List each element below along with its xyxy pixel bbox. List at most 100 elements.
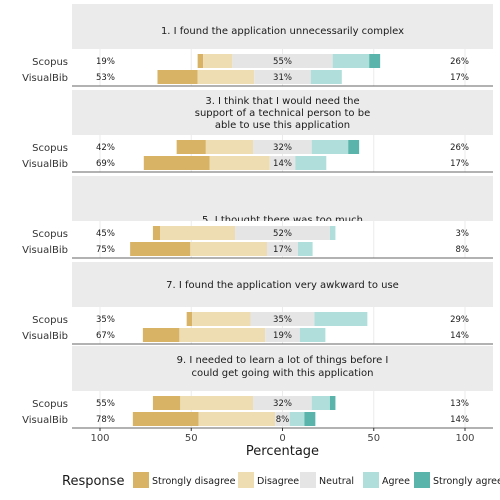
right-percent: 14%: [450, 331, 469, 341]
legend-key: [238, 472, 254, 488]
bar-segment-strongly-agree: [369, 54, 381, 68]
bar-segment-agree: [289, 412, 305, 426]
bar-segment-neutral: [232, 54, 333, 68]
panel-title: 5. I thought there was too much: [202, 215, 363, 226]
legend-label: Strongly agree: [433, 476, 500, 487]
panel-title: 7. I found the application very awkward …: [166, 280, 399, 291]
x-tick-label: 50: [367, 433, 380, 444]
panel-strip: [72, 90, 493, 135]
bar-segment-disagree: [179, 328, 266, 342]
row-label: Scopus: [32, 315, 68, 326]
panel-strip: [72, 346, 493, 391]
right-percent: 17%: [450, 159, 469, 169]
panel-title: support of a technical person to be: [195, 108, 370, 119]
panel-title: could get going with this application: [192, 368, 374, 379]
left-percent: 67%: [96, 331, 115, 341]
bar-segment-neutral: [265, 328, 300, 342]
bar-segment-disagree: [190, 242, 267, 256]
right-percent: 8%: [456, 245, 470, 255]
center-percent: 8%: [276, 415, 290, 425]
legend-key: [414, 472, 430, 488]
row-label: VisualBib: [22, 73, 68, 84]
right-percent: 17%: [450, 73, 469, 83]
legend-key: [363, 472, 379, 488]
right-percent: 26%: [450, 57, 469, 67]
bar-segment-strongly-disagree: [197, 54, 204, 68]
center-percent: 55%: [273, 57, 292, 67]
bar-segment-disagree: [192, 312, 251, 326]
legend-label: Disagree: [257, 476, 299, 487]
bar-segment-strongly-disagree: [176, 140, 206, 154]
bar-segment-strongly-agree: [329, 396, 336, 410]
x-axis-label: Percentage: [246, 444, 319, 459]
bar-segment-strongly-disagree: [152, 226, 161, 240]
left-percent: 45%: [96, 229, 115, 239]
panel-strip: [72, 4, 493, 49]
right-percent: 13%: [450, 399, 469, 409]
row-label: Scopus: [32, 229, 68, 240]
panel-title: 1. I found the application unnecessarily…: [161, 26, 404, 37]
bar-segment-neutral: [253, 396, 312, 410]
bar-segment-agree: [311, 140, 349, 154]
legend-title: Response: [62, 474, 124, 489]
center-percent: 35%: [273, 315, 292, 325]
bar-segment-disagree: [203, 54, 233, 68]
bar-segment-agree: [311, 396, 330, 410]
bar-segment-agree: [295, 156, 327, 170]
left-percent: 78%: [96, 415, 115, 425]
legend-key: [133, 472, 149, 488]
row-label: VisualBib: [22, 331, 68, 342]
bar-segment-agree: [314, 312, 368, 326]
center-percent: 32%: [273, 143, 292, 153]
x-tick-label: 50: [185, 433, 198, 444]
left-percent: 75%: [96, 245, 115, 255]
center-percent: 17%: [273, 245, 292, 255]
panel-title: 9. I needed to learn a lot of things bef…: [177, 355, 389, 366]
left-percent: 19%: [96, 57, 115, 67]
x-tick-label: 0: [279, 433, 285, 444]
row-label: VisualBib: [22, 415, 68, 426]
bar-segment-neutral: [266, 242, 299, 256]
bar-segment-disagree: [160, 226, 236, 240]
bar-segment-neutral: [253, 140, 312, 154]
right-percent: 14%: [450, 415, 469, 425]
x-tick-label: 100: [90, 433, 109, 444]
row-label: Scopus: [32, 57, 68, 68]
row-label: Scopus: [32, 399, 68, 410]
bar-segment-neutral: [254, 70, 311, 84]
bar-segment-agree: [329, 226, 336, 240]
bar-segment-strongly-disagree: [130, 242, 191, 256]
center-percent: 31%: [273, 73, 292, 83]
bar-segment-disagree: [205, 140, 254, 154]
left-percent: 55%: [96, 399, 115, 409]
bar-segment-strongly-disagree: [143, 156, 210, 170]
legend-key: [300, 472, 316, 488]
row-label: VisualBib: [22, 245, 68, 256]
left-percent: 69%: [96, 159, 115, 169]
bar-segment-disagree: [180, 396, 254, 410]
left-percent: 53%: [96, 73, 115, 83]
right-percent: 29%: [450, 315, 469, 325]
bar-segment-strongly-disagree: [152, 396, 181, 410]
center-percent: 52%: [273, 229, 292, 239]
left-percent: 42%: [96, 143, 115, 153]
panel-strip: [72, 262, 493, 307]
right-percent: 3%: [456, 229, 470, 239]
bar-segment-strongly-disagree: [132, 412, 199, 426]
bar-segment-disagree: [209, 156, 270, 170]
bar-segment-strongly-agree: [304, 412, 316, 426]
legend-label: Agree: [382, 476, 410, 487]
legend-label: Neutral: [319, 476, 354, 487]
bar-segment-strongly-disagree: [157, 70, 198, 84]
panel-title: 3. I think that I would need the: [205, 96, 359, 107]
row-label: VisualBib: [22, 159, 68, 170]
panel-title: able to use this application: [215, 120, 350, 131]
bar-segment-strongly-disagree: [186, 312, 193, 326]
bar-segment-agree: [299, 328, 326, 342]
center-percent: 19%: [273, 331, 292, 341]
bar-segment-strongly-agree: [348, 140, 360, 154]
left-percent: 35%: [96, 315, 115, 325]
x-tick-label: 100: [455, 433, 474, 444]
right-percent: 26%: [450, 143, 469, 153]
